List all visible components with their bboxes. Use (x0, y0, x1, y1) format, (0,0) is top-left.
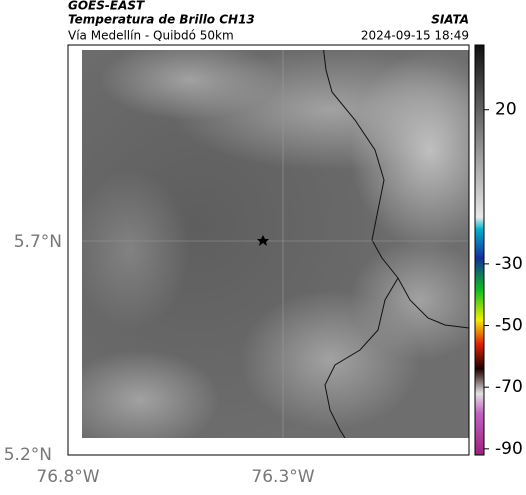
lat-label: 5.7°N (14, 232, 62, 252)
colorbar-ticks: 20 -30 -50 -70 -90 (484, 100, 523, 459)
colorbar-tick-label: -70 (495, 377, 523, 397)
colorbar-tick-label: -30 (495, 254, 523, 274)
colorbar-tick-label: -90 (495, 439, 523, 459)
colorbar (474, 44, 485, 456)
timestamp: 2024-09-15 18:49 (361, 29, 469, 43)
map-frame (67, 44, 470, 456)
colorbar-tick-label: 20 (495, 100, 517, 120)
satellite-image (82, 50, 469, 438)
satellite-title: GOES-EAST (68, 0, 145, 13)
source: SIATA (431, 13, 469, 27)
lon-label: 76.3°W (251, 467, 314, 487)
product-title: Temperatura de Brillo CH13 (68, 13, 255, 27)
lon-label: 76.8°W (36, 467, 99, 487)
colorbar-tick-label: -50 (495, 316, 523, 336)
lat-label: 5.2°N (4, 445, 52, 465)
region-title: Vía Medellín - Quibdó 50km (68, 29, 234, 43)
